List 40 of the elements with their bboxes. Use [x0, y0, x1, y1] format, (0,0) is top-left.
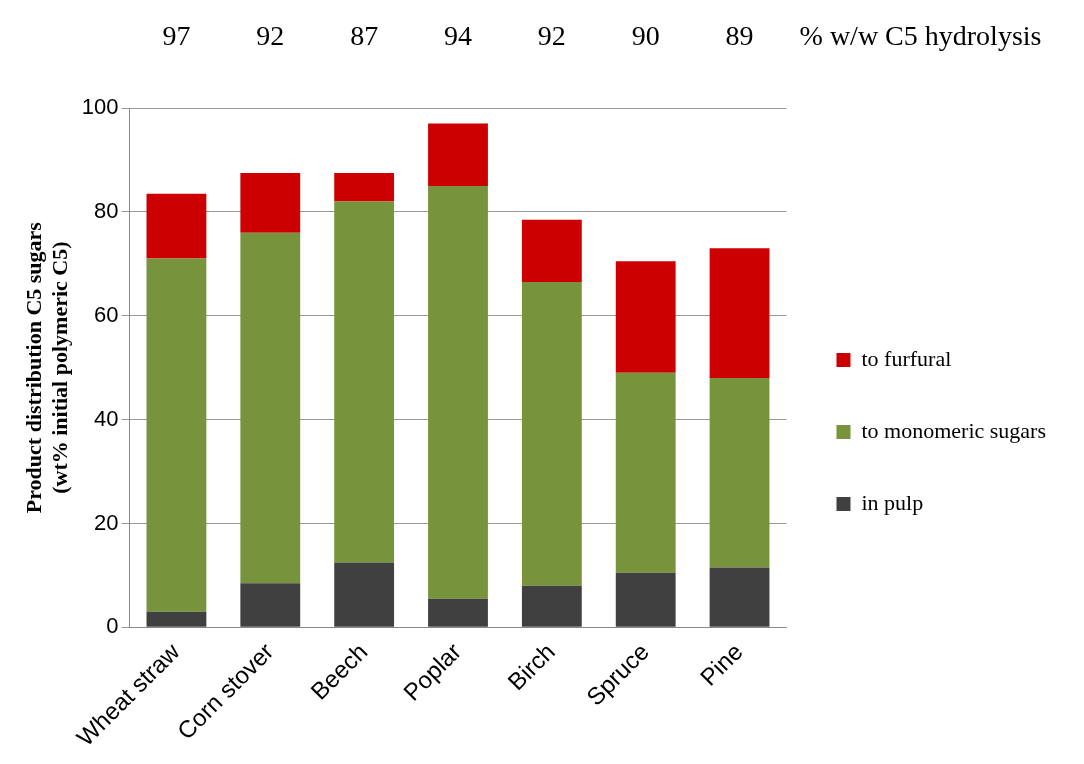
text: 90: [631, 20, 660, 52]
y-tick-label: 60: [94, 301, 119, 327]
bar: [334, 562, 395, 627]
bar: [240, 172, 301, 233]
bar: [709, 567, 770, 627]
text: % w/w C5 hydrolysis: [799, 20, 1042, 52]
bar: [428, 598, 488, 627]
legend-label: to furfural: [861, 345, 952, 371]
legend-label: in pulp: [861, 489, 924, 515]
bar: [521, 585, 582, 627]
bar: [428, 185, 488, 599]
bar: [615, 372, 676, 573]
bar: [146, 611, 207, 627]
bar: [240, 583, 301, 627]
bar: [521, 281, 582, 586]
bar: [521, 219, 582, 282]
text: 92: [256, 20, 285, 52]
bar: [615, 572, 676, 627]
bar: [334, 201, 395, 563]
text: 92: [537, 20, 566, 52]
y-tick-label: 40: [94, 405, 119, 431]
text: 97: [162, 20, 191, 52]
y-axis-title: Product distribution C5 sugars (wt% initial polymeric C5): [20, 221, 73, 514]
bar: [428, 123, 488, 186]
text: 87: [350, 20, 379, 52]
bar: [146, 193, 207, 259]
bar: [240, 232, 301, 584]
legend-label: to monomeric sugars: [861, 417, 1047, 443]
text: 94: [443, 20, 472, 52]
bar: [615, 261, 676, 373]
bar: [146, 258, 207, 612]
y-tick-label: 100: [81, 94, 119, 120]
bar: [334, 172, 395, 202]
x-tick-label: Pine: [694, 637, 748, 691]
bar: [709, 378, 770, 568]
bar: [709, 248, 770, 379]
y-tick-label: 20: [94, 509, 119, 535]
y-tick-label: 0: [106, 613, 119, 639]
y-tick-label: 80: [94, 197, 119, 223]
text: 89: [725, 20, 754, 52]
